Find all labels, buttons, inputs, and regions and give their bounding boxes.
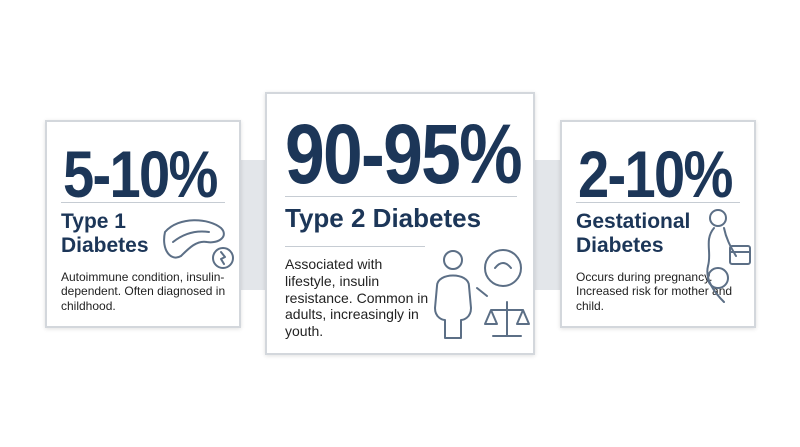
divider (285, 196, 517, 197)
divider (285, 246, 425, 247)
card: 5-10% Type 1 Diabetes Autoimmune conditi… (45, 120, 241, 328)
description: Associated with lifestyle, insulin resis… (285, 256, 429, 340)
description: Autoimmune condition, insulin-dependent.… (61, 270, 226, 313)
stat: 90-95% (285, 107, 523, 201)
title: Gestational Diabetes (576, 210, 691, 258)
stat: 2-10% (578, 137, 733, 211)
pregnancy-icon (706, 209, 751, 303)
divider (576, 202, 740, 203)
card: 90-95% Type 2 Diabetes Associated with l… (265, 92, 535, 355)
lifestyle-icon (434, 249, 530, 339)
description: Occurs during pregnancy. Increased risk … (576, 270, 733, 313)
stat: 5-10% (63, 137, 218, 211)
divider (61, 202, 225, 203)
title: Type 1 Diabetes (61, 210, 149, 258)
card: 2-10% Gestational Diabetes Occurs during… (560, 120, 756, 328)
pancreas-icon (163, 219, 234, 269)
title: Type 2 Diabetes (285, 203, 482, 233)
